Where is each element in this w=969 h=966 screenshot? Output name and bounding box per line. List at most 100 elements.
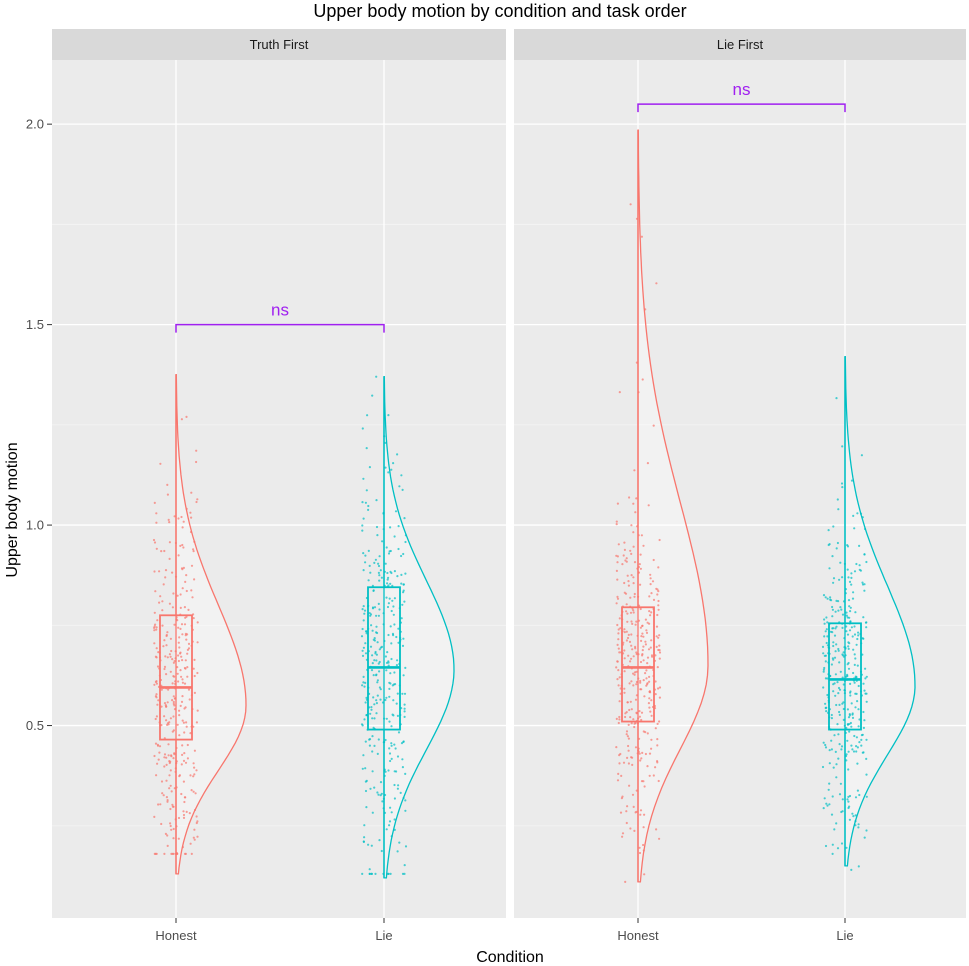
data-point	[154, 717, 157, 721]
data-point	[186, 675, 189, 678]
data-point	[847, 667, 851, 670]
data-point	[623, 541, 626, 544]
data-point	[632, 582, 635, 585]
data-point	[186, 666, 189, 669]
data-point	[832, 690, 835, 693]
data-point	[645, 629, 648, 632]
data-point	[377, 793, 380, 796]
data-point	[643, 785, 646, 788]
data-point	[634, 811, 637, 814]
data-point	[615, 602, 618, 605]
data-point	[163, 665, 167, 669]
data-point	[618, 718, 621, 721]
data-point	[615, 746, 618, 749]
facet-panels: Truth First ns Lie First ns	[52, 29, 966, 918]
data-point	[155, 682, 158, 685]
data-point	[654, 727, 657, 730]
data-point	[185, 574, 188, 577]
data-point	[617, 684, 620, 687]
data-point	[400, 554, 403, 558]
data-point	[639, 626, 643, 629]
data-point	[639, 813, 642, 816]
data-point	[367, 843, 370, 846]
data-point	[156, 703, 159, 706]
data-point	[857, 823, 860, 826]
data-point	[652, 558, 655, 562]
data-point	[181, 719, 184, 722]
data-point	[849, 682, 852, 686]
data-point	[371, 662, 374, 665]
data-point	[178, 646, 181, 649]
data-point	[159, 462, 162, 465]
data-point	[641, 624, 644, 628]
data-point	[376, 791, 379, 794]
data-point	[641, 654, 644, 657]
data-point	[861, 751, 864, 754]
data-point	[649, 577, 652, 580]
data-point	[847, 599, 851, 602]
data-point	[862, 726, 866, 730]
significance-bracket	[175, 323, 385, 333]
data-point	[158, 751, 161, 754]
data-point	[180, 792, 183, 796]
data-point	[391, 713, 394, 716]
data-point	[169, 760, 172, 763]
data-point	[863, 589, 866, 592]
data-point	[631, 756, 634, 759]
data-point	[368, 744, 371, 747]
data-point	[165, 779, 168, 782]
data-point	[377, 564, 381, 568]
data-point	[842, 683, 845, 686]
data-point	[617, 543, 620, 546]
data-point	[371, 654, 374, 657]
data-point	[182, 546, 185, 549]
data-point	[391, 599, 394, 602]
data-point	[193, 766, 196, 769]
data-point	[387, 872, 390, 876]
data-point	[181, 543, 184, 547]
data-point	[617, 638, 620, 641]
data-point	[860, 738, 863, 742]
data-point	[377, 662, 380, 665]
data-point	[656, 722, 659, 726]
data-point	[172, 675, 175, 678]
data-point	[192, 667, 195, 670]
data-point	[360, 723, 364, 726]
data-point	[824, 702, 827, 705]
data-point	[388, 695, 391, 698]
data-point	[823, 797, 826, 800]
data-point	[627, 744, 630, 748]
data-point	[377, 571, 380, 575]
data-point	[389, 872, 392, 876]
data-point	[395, 635, 398, 639]
data-point	[390, 571, 393, 575]
data-point	[379, 569, 382, 572]
data-point	[646, 656, 650, 659]
data-point	[170, 649, 173, 653]
data-point	[177, 626, 180, 629]
data-point	[193, 828, 196, 831]
data-point	[158, 601, 161, 604]
data-point	[852, 815, 855, 818]
data-point	[364, 701, 367, 704]
data-point	[378, 686, 381, 689]
data-point	[155, 774, 158, 777]
data-point	[390, 725, 393, 728]
data-point	[376, 752, 379, 756]
data-point	[402, 589, 405, 592]
data-point	[641, 649, 644, 652]
data-point	[646, 462, 650, 465]
y-axis-title: Upper body motion	[4, 442, 21, 577]
data-point	[618, 617, 621, 620]
data-point	[155, 852, 158, 856]
data-point	[624, 880, 627, 884]
data-point	[652, 774, 655, 777]
facet-strip-label: Lie First	[717, 37, 764, 52]
data-point	[193, 773, 196, 776]
data-point	[394, 683, 397, 686]
data-point	[361, 767, 364, 770]
data-point	[184, 616, 187, 619]
data-point	[155, 715, 158, 718]
data-point	[389, 549, 392, 553]
data-point	[845, 614, 848, 617]
